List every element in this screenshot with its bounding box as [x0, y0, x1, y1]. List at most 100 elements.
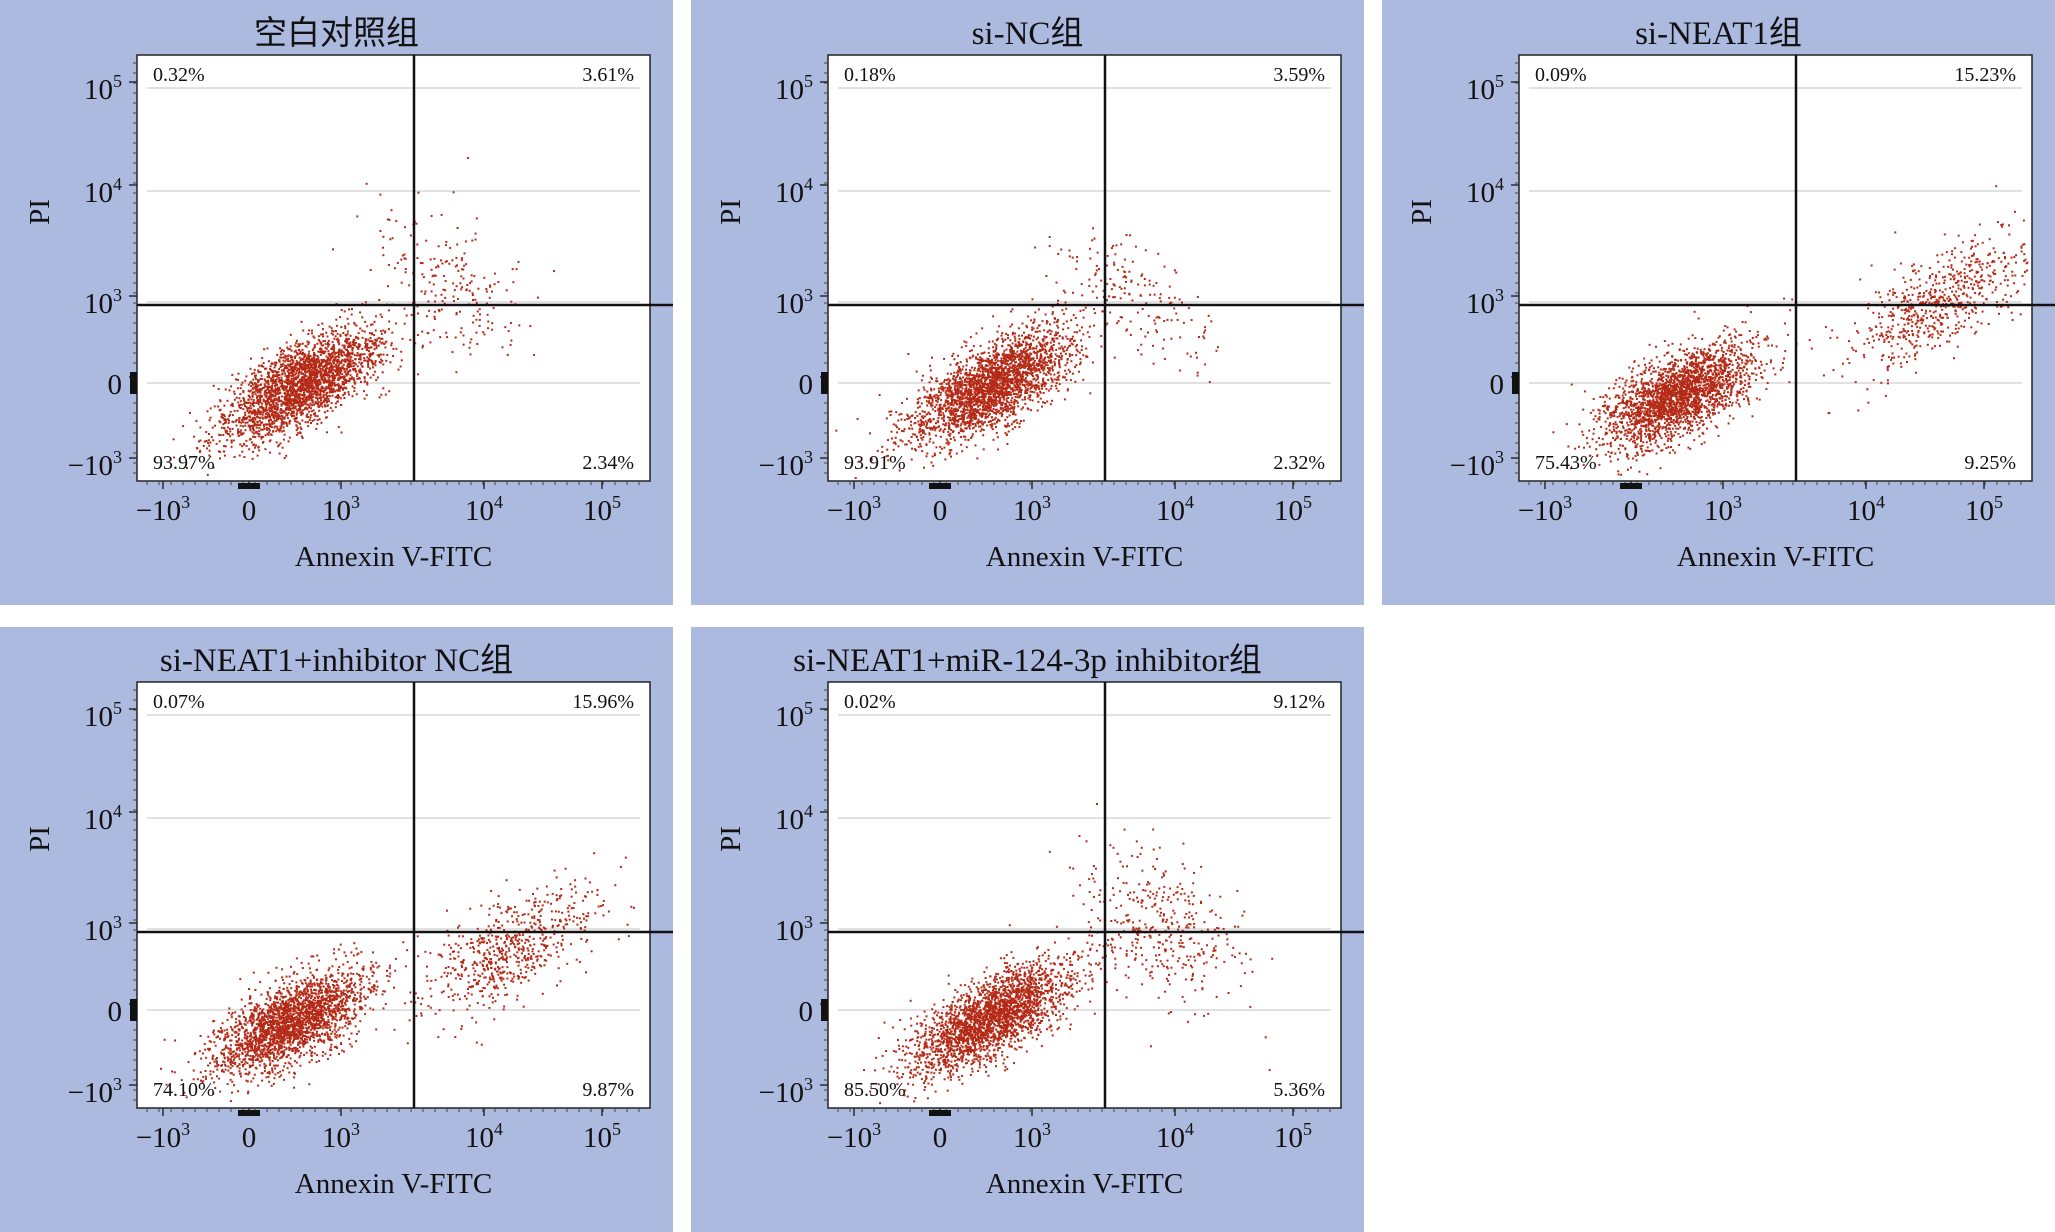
event-dot	[962, 409, 965, 412]
event-dot	[304, 398, 307, 401]
event-dot	[349, 357, 352, 360]
event-dot	[512, 281, 515, 284]
event-dot	[1035, 352, 1038, 355]
event-dot	[308, 358, 311, 361]
event-dot	[975, 386, 978, 389]
event-dot	[262, 365, 265, 368]
event-dot	[454, 265, 457, 268]
event-dot	[337, 360, 340, 363]
event-dot	[279, 391, 281, 394]
event-dot	[280, 350, 282, 353]
event-dot	[302, 398, 305, 401]
event-dot	[956, 408, 959, 411]
event-dot	[351, 349, 354, 352]
event-dot	[277, 392, 280, 395]
event-dot	[980, 357, 983, 360]
event-dot	[1041, 348, 1044, 351]
event-dot	[953, 402, 956, 404]
event-dot	[333, 377, 336, 380]
event-dot	[955, 413, 958, 416]
event-dot	[307, 421, 309, 424]
event-dot	[321, 322, 324, 325]
event-dot	[963, 415, 966, 418]
event-dot	[267, 423, 270, 426]
event-dot	[266, 427, 269, 430]
event-dot	[920, 379, 923, 382]
event-dot	[374, 360, 377, 362]
event-dot	[963, 421, 966, 424]
event-dot	[273, 366, 276, 369]
event-dot	[329, 385, 332, 388]
event-dot	[270, 362, 273, 365]
event-dot	[468, 289, 471, 292]
event-dot	[262, 400, 265, 403]
event-dot	[280, 408, 283, 410]
event-dot	[963, 394, 966, 397]
event-dot	[252, 409, 255, 412]
event-dot	[1058, 362, 1060, 365]
event-dot	[241, 450, 244, 453]
event-dot	[308, 383, 311, 386]
event-dot	[933, 425, 936, 428]
event-dot	[946, 389, 949, 392]
event-dot	[969, 377, 972, 380]
event-dot	[1004, 358, 1007, 361]
event-dot	[337, 355, 340, 358]
event-dot	[285, 399, 288, 402]
event-dot	[392, 347, 395, 350]
event-dot	[910, 420, 912, 423]
event-dot	[266, 397, 269, 400]
event-dot	[348, 308, 351, 311]
event-dot	[372, 373, 375, 376]
event-dot	[308, 329, 311, 332]
event-dot	[1027, 315, 1030, 318]
event-dot	[253, 443, 255, 446]
event-dot	[285, 358, 288, 361]
event-dot	[312, 360, 315, 363]
event-dot	[236, 432, 239, 435]
event-dot	[283, 385, 286, 388]
event-dot	[341, 383, 344, 386]
event-dot	[347, 380, 349, 382]
event-dot	[1028, 343, 1031, 346]
event-dot	[920, 445, 923, 448]
event-dot	[351, 308, 353, 310]
event-dot	[259, 378, 262, 381]
event-dot	[346, 355, 348, 358]
event-dot	[335, 364, 338, 366]
event-dot	[1012, 371, 1015, 374]
event-dot	[948, 410, 951, 413]
event-dot	[380, 342, 383, 345]
event-dot	[238, 404, 240, 407]
event-dot	[322, 396, 325, 398]
event-dot	[961, 387, 964, 390]
event-dot	[965, 373, 968, 376]
event-dot	[254, 384, 257, 387]
event-dot	[1053, 364, 1056, 367]
event-dot	[1001, 394, 1004, 397]
event-dot	[1013, 405, 1016, 408]
event-dot	[403, 257, 406, 260]
event-dot	[303, 374, 306, 377]
event-dot	[326, 381, 329, 383]
event-dot	[993, 373, 996, 376]
event-dot	[1001, 376, 1003, 379]
event-dot	[313, 346, 316, 348]
event-dot	[957, 381, 960, 384]
event-dot	[960, 380, 963, 383]
event-dot	[963, 403, 965, 406]
event-dot	[273, 405, 276, 408]
event-dot	[266, 412, 269, 415]
event-dot	[325, 363, 328, 366]
event-dot	[268, 429, 271, 432]
event-dot	[251, 372, 253, 375]
event-dot	[298, 345, 301, 347]
event-dot	[1018, 379, 1021, 382]
event-dot	[1071, 372, 1074, 375]
event-dot	[1016, 387, 1019, 390]
event-dot	[1000, 411, 1003, 414]
event-dot	[1024, 359, 1027, 362]
event-dot	[298, 356, 301, 359]
event-dot	[273, 399, 276, 402]
event-dot	[1015, 345, 1018, 347]
